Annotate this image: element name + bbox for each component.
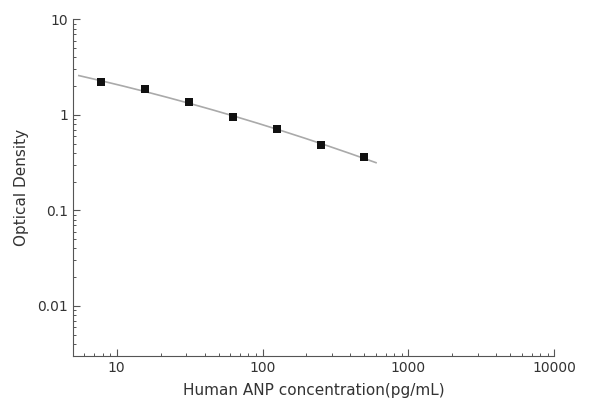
X-axis label: Human ANP concentration(pg/mL): Human ANP concentration(pg/mL): [183, 383, 444, 398]
Y-axis label: Optical Density: Optical Density: [14, 129, 29, 246]
